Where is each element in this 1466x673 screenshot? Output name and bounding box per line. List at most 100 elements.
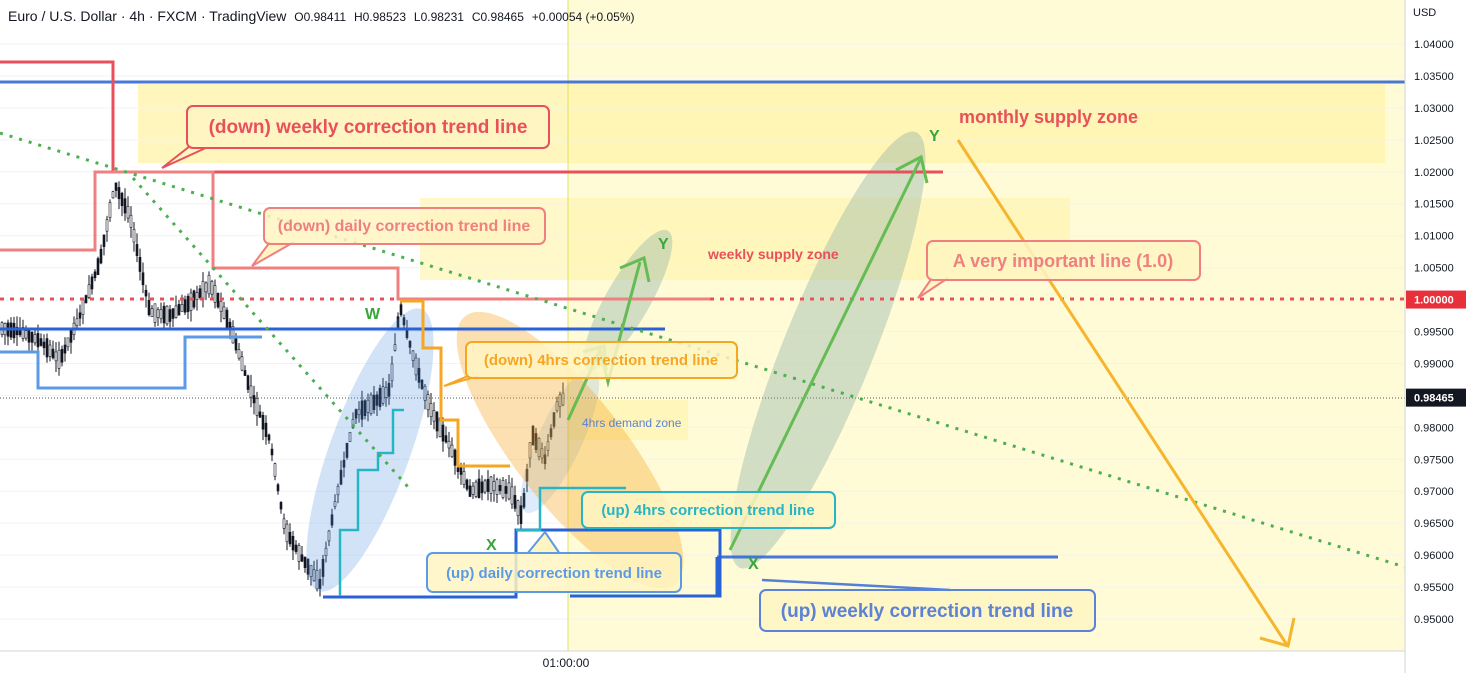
candle-body — [285, 523, 289, 543]
down-projection — [956, 139, 1289, 646]
candle-body — [51, 348, 55, 359]
price-tick-label: 1.01000 — [1414, 231, 1454, 243]
candle-body — [327, 530, 331, 542]
candle-body — [450, 444, 454, 458]
candle-body — [108, 202, 112, 219]
candle-body — [369, 394, 373, 414]
weekly-down-text: (down) weekly correction trend line — [209, 117, 528, 138]
header-sep-2: · — [148, 8, 158, 24]
candle-body — [57, 349, 61, 369]
weekly-down-box[interactable] — [186, 105, 550, 149]
candle-body — [558, 394, 562, 407]
candle-body — [510, 486, 514, 505]
candle-body — [375, 394, 379, 406]
symbol-name[interactable]: Euro / U.S. Dollar — [8, 8, 117, 24]
candle-body — [144, 289, 148, 297]
h4-down-box[interactable] — [465, 341, 738, 379]
demand-zone-rect — [568, 400, 688, 440]
candle-body — [36, 333, 40, 348]
candle-body — [429, 403, 433, 417]
price-tick-label: 0.95500 — [1414, 582, 1454, 594]
weekly-down-pointer — [161, 145, 211, 169]
candle-body — [387, 383, 391, 397]
candle-body — [228, 321, 232, 329]
interval-label[interactable]: 4h — [129, 8, 145, 24]
h4-up-box[interactable] — [581, 491, 836, 529]
candle-body — [33, 334, 37, 344]
candle-body — [162, 305, 166, 324]
time-axis[interactable]: 01:00:00 — [0, 650, 1405, 670]
candle-body — [555, 401, 559, 411]
candle-body — [345, 442, 349, 458]
candle-body — [96, 258, 100, 276]
h4-up-step-2 — [516, 486, 626, 532]
important-box[interactable] — [926, 240, 1201, 281]
price-tick-label: 0.97000 — [1414, 486, 1454, 498]
wave-x2: X — [748, 556, 759, 573]
candle-body — [402, 317, 406, 326]
important-text: A very important line (1.0) — [953, 251, 1173, 271]
blue-ellipse-right — [520, 366, 600, 514]
big-arrow-head — [895, 154, 929, 184]
wave-w: W — [365, 306, 381, 323]
candle-body — [126, 206, 130, 219]
candle-body — [468, 485, 472, 497]
daily-down-box[interactable] — [263, 207, 546, 245]
candle-body — [378, 387, 382, 408]
candle-body — [213, 285, 217, 303]
candle-body — [324, 547, 328, 556]
candle-body — [303, 556, 307, 568]
candle-body — [432, 410, 436, 422]
price-tick-label: 1.00500 — [1414, 263, 1454, 275]
price-tick-label: 1.03500 — [1414, 71, 1454, 83]
candle-body — [69, 328, 73, 343]
candle-body — [372, 394, 376, 411]
candle-body — [534, 433, 538, 451]
daily-up-pointer — [526, 530, 561, 555]
candle-body — [552, 412, 556, 427]
candle-body — [165, 305, 169, 325]
price-tick-label: 0.98465 — [1414, 393, 1454, 405]
price-tick-label: 0.99000 — [1414, 358, 1454, 370]
platform-label: TradingView — [209, 8, 287, 24]
weekly-up-text: (up) weekly correction trend line — [781, 601, 1073, 622]
weekly-up-box[interactable] — [759, 589, 1096, 632]
candle-body — [459, 467, 463, 475]
candle-body — [474, 481, 478, 497]
candle-body — [237, 349, 241, 359]
big-projection — [728, 159, 922, 551]
candle-body — [78, 312, 82, 319]
candle-body — [12, 322, 16, 339]
candle-body — [30, 331, 34, 343]
candle-body — [45, 338, 49, 358]
candle-body — [258, 411, 262, 418]
h4-down-step — [400, 299, 510, 468]
candle-body — [273, 463, 277, 477]
candle-body — [66, 337, 70, 348]
candle-body — [90, 276, 94, 290]
candle-body — [141, 272, 145, 286]
candle-body — [441, 424, 445, 442]
price-axis[interactable]: USD 1.040001.035001.030001.025001.020001… — [1404, 0, 1466, 673]
candle-body — [234, 338, 238, 351]
daily-down-text: (down) daily correction trend line — [278, 218, 531, 235]
candle-body — [435, 411, 439, 432]
candle-body — [366, 399, 370, 413]
daily-up-box[interactable] — [426, 552, 682, 593]
candle-body — [195, 292, 199, 300]
candle-body — [93, 271, 97, 279]
candle-body — [261, 414, 265, 430]
candle-body — [153, 303, 157, 323]
candle-body — [63, 344, 67, 354]
candle-body — [138, 256, 142, 272]
candle-body — [549, 428, 553, 438]
candle-body — [489, 476, 493, 494]
candle-body — [306, 558, 310, 575]
candle-body — [216, 293, 220, 308]
candle-body — [507, 482, 511, 500]
candle-body — [540, 448, 544, 459]
candle-body — [156, 309, 160, 318]
candle-body — [399, 304, 403, 316]
